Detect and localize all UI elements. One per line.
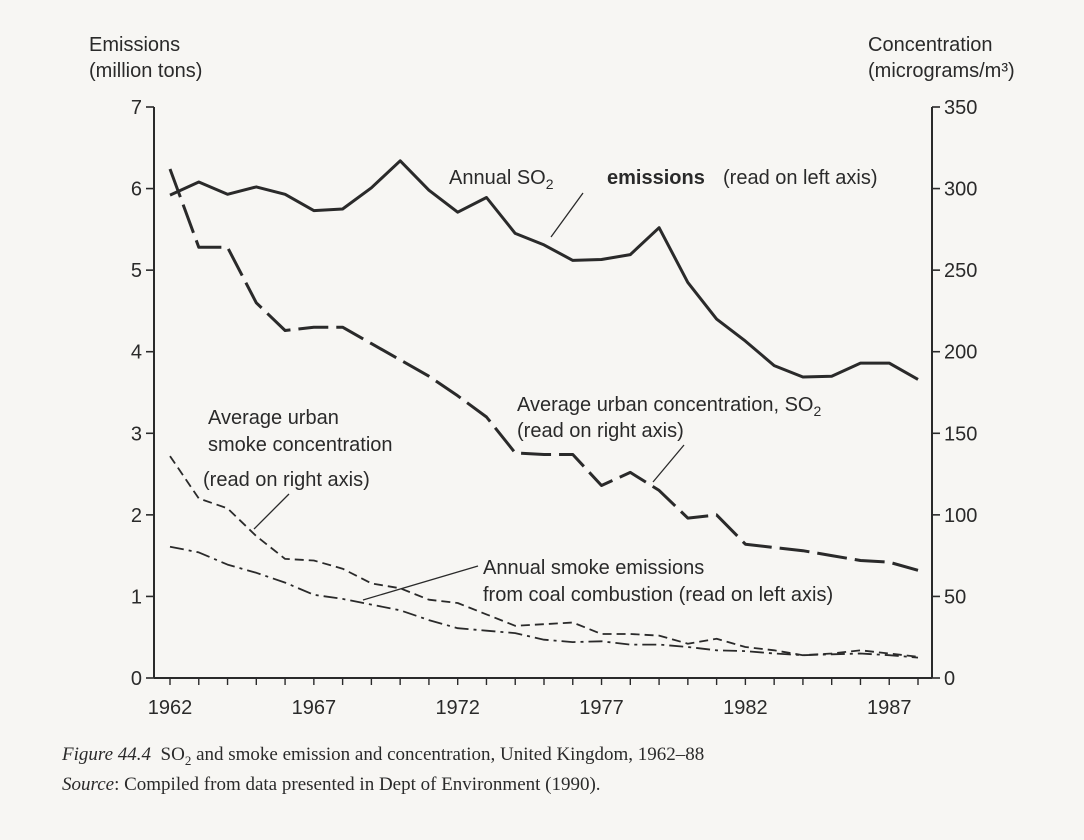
so2-emissions-pointer xyxy=(550,192,584,238)
right-axis-title: Concentration (micrograms/m³) xyxy=(868,32,1015,84)
series-line-so2_concentration xyxy=(168,168,919,572)
caption-sub: 2 xyxy=(184,752,192,768)
left-axis-tick-label: 6 xyxy=(131,179,142,201)
x-axis-tick-label: 1967 xyxy=(292,697,337,719)
smoke-emissions-label-2: from coal combustion (read on left axis) xyxy=(483,584,833,606)
so2-concentration-pointer xyxy=(652,444,685,483)
left-axis-title-line2: (million tons) xyxy=(89,60,203,82)
so2-concentration-label: Average urban concentration, SO2 xyxy=(517,394,821,419)
right-axis-tick-label: 300 xyxy=(944,179,977,201)
left-axis-title: Emissions (million tons) xyxy=(89,32,202,84)
x-axis-tick-label: 1977 xyxy=(579,697,624,719)
source-caption: Source: Compiled from data presented in … xyxy=(62,774,601,796)
x-axis-tick-label: 1972 xyxy=(435,697,480,719)
series-line-so2_emissions xyxy=(169,159,919,381)
left-axis-tick-label: 7 xyxy=(131,97,142,119)
right-axis-title-line1: Concentration xyxy=(868,34,993,56)
series-line-smoke_emissions xyxy=(169,545,919,659)
left-axis-tick-label: 0 xyxy=(131,668,142,690)
so2-emissions-axis-note: (read on left axis) xyxy=(723,167,878,189)
left-axis-title-line1: Emissions xyxy=(89,34,181,56)
caption-text-pre: SO xyxy=(160,744,185,765)
caption-text-post: and smoke emission and concentration, Un… xyxy=(191,744,705,765)
smoke-concentration-label-3: (read on right axis) xyxy=(203,469,370,491)
right-axis-tick-label: 150 xyxy=(944,423,977,445)
so2-emissions-word: emissions xyxy=(607,167,705,189)
x-axis-tick-label: 1982 xyxy=(723,697,768,719)
figure-caption: Figure 44.4 SO2 and smoke emission and c… xyxy=(62,744,704,769)
axes: 0 1 2 3 4 5 6 7 0 50 100 150 200 250 300 350 1962 1967 197… xyxy=(131,97,978,719)
smoke-concentration-label-1: Average urban xyxy=(208,407,339,429)
x-axis-tick-label: 1962 xyxy=(148,697,193,719)
so2-emissions-label: Annual SO2 xyxy=(449,167,554,192)
right-axis-tick-label: 50 xyxy=(944,586,966,608)
x-axis-tick-label: 1987 xyxy=(867,697,912,719)
right-axis-tick-label: 0 xyxy=(944,668,955,690)
annotations: Annual SO2 emissions (read on left axis)… xyxy=(203,167,878,606)
left-axis-tick-label: 2 xyxy=(131,505,142,527)
right-axis-title-line2: (micrograms/m³) xyxy=(868,60,1015,82)
so2-concentration-axis-note: (read on right axis) xyxy=(517,420,684,442)
left-axis-tick-label: 3 xyxy=(131,423,142,445)
figure-label: Figure 44.4 xyxy=(62,744,152,765)
left-axis-tick-label: 1 xyxy=(131,586,142,608)
right-axis-tick-label: 350 xyxy=(944,97,977,119)
smoke-concentration-label-2: smoke concentration xyxy=(208,434,393,456)
smoke-emissions-label-1: Annual smoke emissions xyxy=(483,557,704,579)
chart-svg: 0 1 2 3 4 5 6 7 0 50 100 150 200 250 300 350 1962 1967 197… xyxy=(131,97,978,719)
source-text: : Compiled from data presented in Dept o… xyxy=(114,774,601,795)
right-axis-tick-label: 200 xyxy=(944,342,977,364)
right-axis-tick-label: 100 xyxy=(944,505,977,527)
left-axis-tick-label: 5 xyxy=(131,260,142,282)
series-group xyxy=(168,159,919,659)
source-label: Source xyxy=(62,774,115,795)
smoke-emissions-pointer xyxy=(362,565,479,601)
smoke-concentration-pointer xyxy=(253,493,290,530)
left-axis-tick-label: 4 xyxy=(131,342,142,364)
right-axis-tick-label: 250 xyxy=(944,260,977,282)
